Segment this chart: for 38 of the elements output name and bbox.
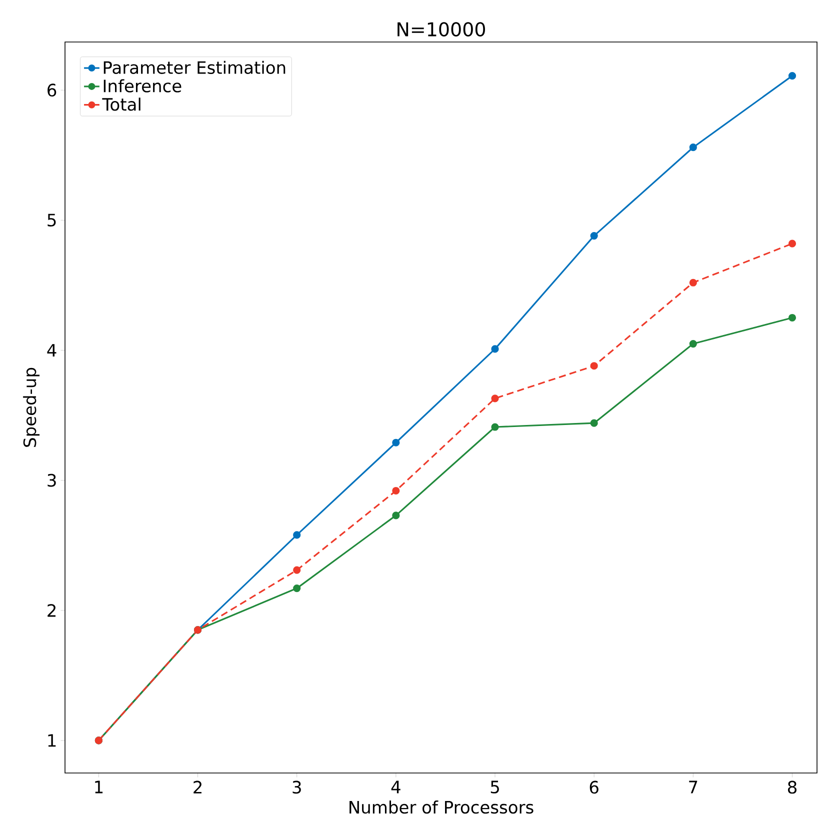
legend-label: Total bbox=[102, 98, 140, 111]
point bbox=[293, 584, 301, 592]
y-tick-label: 4 bbox=[47, 344, 56, 356]
x-tick-label: 2 bbox=[194, 780, 202, 794]
x-tick-label: 1 bbox=[95, 780, 103, 794]
y-tick-label: 2 bbox=[48, 604, 56, 617]
x-tick-label: 8 bbox=[788, 780, 796, 794]
point bbox=[491, 423, 499, 431]
point bbox=[293, 566, 301, 574]
legend-label: Parameter Estimation bbox=[104, 60, 286, 74]
point bbox=[491, 345, 499, 353]
y-tick-label: 1 bbox=[48, 734, 56, 747]
x-tick-label: 5 bbox=[490, 780, 499, 794]
y-tick-label: 6 bbox=[48, 84, 56, 97]
legend-label: Inference bbox=[104, 79, 182, 92]
point bbox=[689, 144, 697, 152]
point bbox=[689, 340, 697, 348]
y-axis-title: Speed-up bbox=[23, 368, 40, 447]
point bbox=[689, 278, 697, 286]
point bbox=[392, 512, 400, 520]
chart-title: N=10000 bbox=[398, 22, 486, 36]
x-axis-title: Number of Processors bbox=[350, 800, 534, 814]
x-tick-label: 3 bbox=[292, 780, 301, 794]
y-tick-label: 3 bbox=[48, 474, 56, 487]
point bbox=[788, 72, 796, 80]
x-tick-label: 7 bbox=[689, 780, 698, 794]
point bbox=[392, 438, 400, 446]
point bbox=[788, 314, 796, 322]
x-tick-label: 4 bbox=[391, 780, 400, 794]
point bbox=[788, 240, 796, 248]
x-tick-label: 6 bbox=[590, 780, 598, 794]
y-tick-label: 5 bbox=[48, 214, 56, 227]
point bbox=[590, 232, 598, 240]
point bbox=[590, 362, 598, 370]
point bbox=[392, 486, 400, 495]
point bbox=[293, 531, 301, 539]
point bbox=[491, 394, 499, 402]
point bbox=[590, 419, 598, 427]
